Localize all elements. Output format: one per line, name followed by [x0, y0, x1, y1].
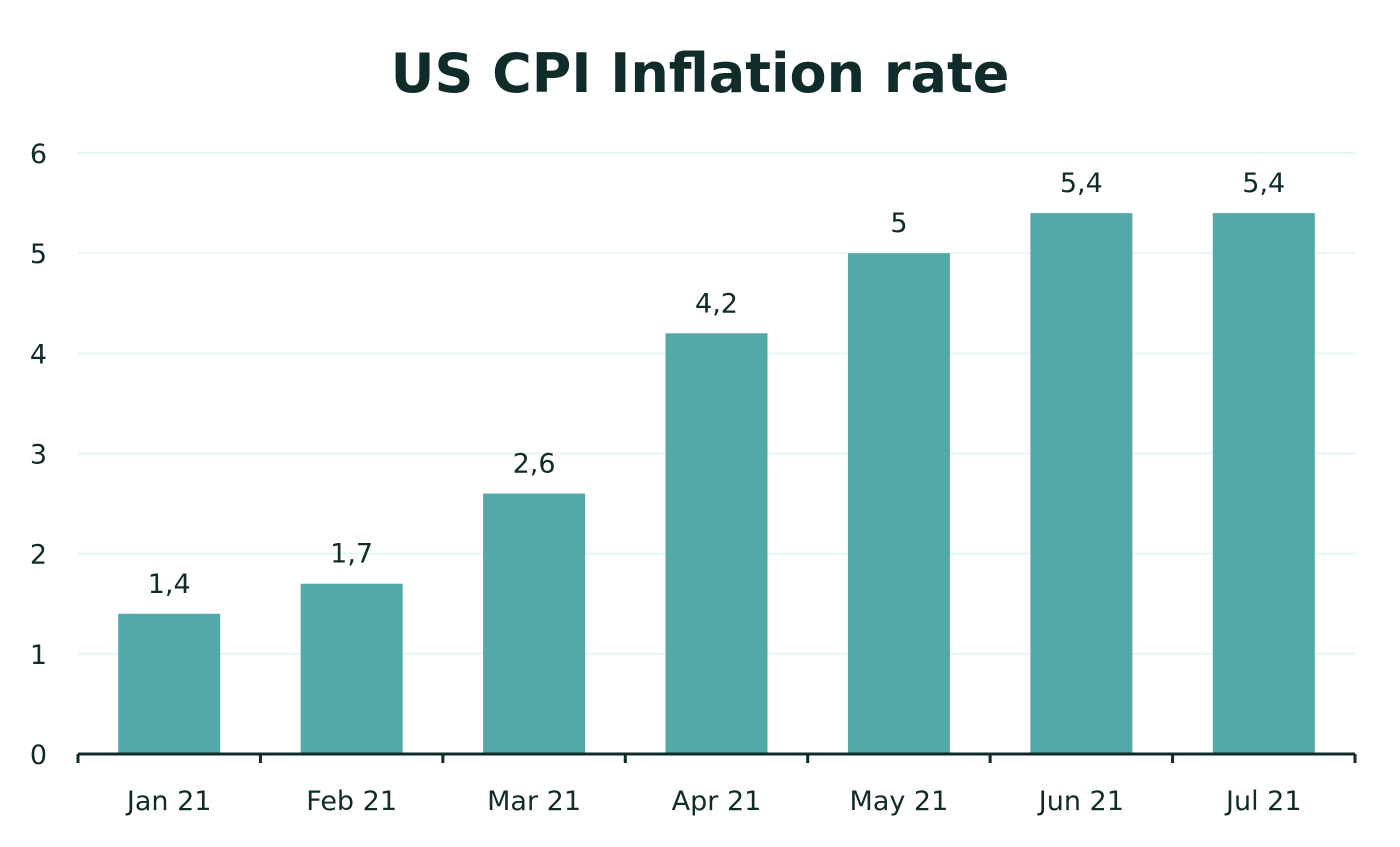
- bar-value-label: 5,4: [1060, 168, 1103, 199]
- x-tick-label: Jun 21: [1037, 786, 1124, 817]
- y-tick-label: 5: [30, 239, 47, 270]
- x-tick-label: May 21: [850, 786, 949, 817]
- y-axis: 0 1 2 3 4 5 6: [30, 139, 47, 771]
- bar: [118, 614, 220, 754]
- x-axis: Jan 21 Feb 21 Mar 21 Apr 21 May 21 Jun 21 Jul …: [78, 754, 1355, 817]
- bar: [301, 584, 403, 754]
- bar: [1213, 213, 1315, 754]
- x-tick-label: Apr 21: [672, 786, 762, 817]
- y-tick-label: 4: [30, 339, 47, 370]
- y-tick-label: 6: [30, 139, 47, 170]
- bar-value-label: 5: [890, 208, 907, 239]
- x-tick-label: Jan 21: [125, 786, 212, 817]
- x-tick-label: Jul 21: [1224, 786, 1302, 817]
- chart-title: US CPI Inflation rate: [391, 42, 1010, 105]
- bar-value-label: 1,7: [330, 539, 373, 570]
- bar: [1030, 213, 1132, 754]
- y-tick-label: 1: [30, 640, 47, 671]
- bar-value-label: 4,2: [695, 288, 738, 319]
- bar-value-label: 2,6: [513, 449, 556, 480]
- y-tick-label: 3: [30, 440, 47, 471]
- y-tick-label: 0: [30, 740, 47, 771]
- bar: [848, 253, 950, 754]
- y-tick-label: 2: [30, 540, 47, 571]
- x-tick-label: Mar 21: [487, 786, 581, 817]
- bar: [483, 494, 585, 754]
- bar-value-label: 5,4: [1242, 168, 1285, 199]
- bar: [666, 333, 768, 754]
- x-tick-label: Feb 21: [306, 786, 397, 817]
- bar-value-label: 1,4: [148, 569, 191, 600]
